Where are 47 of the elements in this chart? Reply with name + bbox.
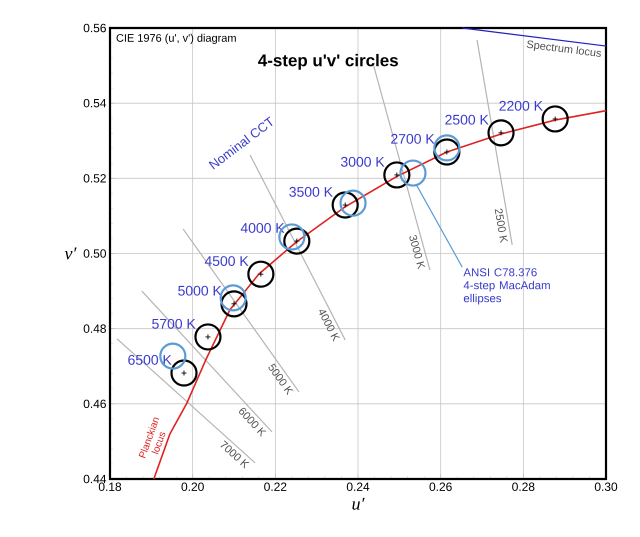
annotation: 3000 K <box>340 156 384 167</box>
text: 4000 K <box>319 310 340 342</box>
x-tick-label: 0.18 <box>98 482 122 491</box>
x-tick-label: 0.20 <box>182 482 204 491</box>
point <box>194 323 222 351</box>
y-tick-label: 0.56 <box>84 24 106 32</box>
point <box>487 119 515 146</box>
point <box>542 105 569 133</box>
y-tick-label: 0.44 <box>84 474 106 484</box>
point <box>433 134 460 162</box>
point <box>399 159 427 187</box>
annotation: 4500 K <box>204 256 248 266</box>
y-tick-label: 0.50 <box>84 249 106 258</box>
text: 4-step u'v' circles <box>258 54 398 70</box>
point <box>383 161 410 189</box>
point <box>220 284 247 312</box>
x-tick-label: 0.22 <box>264 482 286 491</box>
annotation: 2500 K <box>445 114 489 125</box>
y-tick-label: 0.48 <box>84 324 106 333</box>
x-tick-label: 0.30 <box>594 482 618 491</box>
y-tick-label: 0.52 <box>84 174 106 183</box>
point <box>433 138 460 166</box>
x-tick-label: 0.28 <box>512 482 534 491</box>
annotation: 2200 K <box>499 100 543 111</box>
annotation: 3500 K <box>289 186 333 197</box>
point <box>278 223 306 251</box>
y-tick-label: 0.46 <box>84 400 106 408</box>
point <box>339 190 367 217</box>
x-axis-title: u′ <box>352 498 365 510</box>
annotation: 6500 K <box>128 354 172 365</box>
text: 3000 K <box>409 235 426 270</box>
annotation: 5000 K <box>178 286 222 296</box>
y-tick-label: 0.54 <box>84 98 106 108</box>
point <box>332 191 359 219</box>
x-tick-label: 0.26 <box>430 482 452 491</box>
annotation: 5700 K <box>152 318 196 329</box>
text: Spectrum locus <box>526 40 602 57</box>
x-tick-label: 0.24 <box>346 482 370 491</box>
y-axis-title: v′ <box>64 248 77 260</box>
point <box>220 290 248 318</box>
text: 2500 K <box>494 208 508 244</box>
point <box>247 260 274 288</box>
point <box>283 227 310 255</box>
point <box>170 359 198 387</box>
text: ANSI C78.376 4-step MacAdam ellipses <box>463 268 550 305</box>
annotation: CIE 1976 (u', v') diagram <box>116 34 236 44</box>
annotation: 2700 K <box>391 134 435 144</box>
